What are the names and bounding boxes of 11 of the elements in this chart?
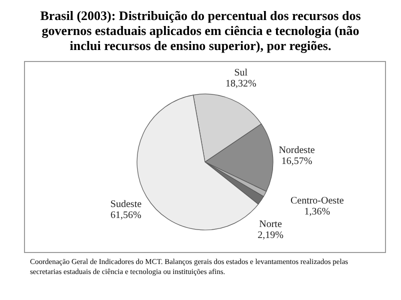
data-label: 16,57% — [281, 156, 312, 168]
slice-label: Nordeste — [278, 145, 316, 156]
data-label: 61,56% — [110, 210, 142, 222]
data-label: 1,36% — [304, 206, 330, 218]
data-label: 2,19% — [258, 230, 284, 242]
data-label: 18,32% — [225, 78, 256, 90]
slice-label: Sul — [234, 67, 248, 78]
chart-title: Brasil (2003): Distribuição do percentual dos recursos dos governos estaduais aplicados em ciência e tecnologia (não inclui recursos de ensino superior), por regiões. — [39, 8, 362, 53]
slice-label: Norte — [259, 219, 282, 230]
slice-label: Centro-Oeste — [290, 195, 344, 206]
slice-label: Sudeste — [110, 199, 142, 210]
